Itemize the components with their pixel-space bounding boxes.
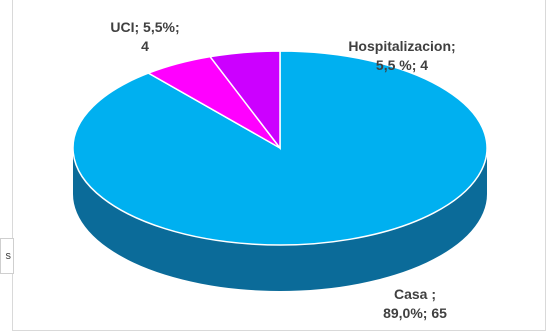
data-label-uci-line-2: 4 bbox=[141, 38, 149, 54]
data-label-casa-line-2: 89,0%; 65 bbox=[383, 305, 447, 321]
data-label-hospitalizacion-line-1: Hospitalizacion; bbox=[348, 38, 456, 54]
stub-text: s bbox=[5, 250, 12, 262]
pie-tops bbox=[72, 50, 488, 246]
data-label-hospitalizacion: Hospitalizacion; 5,5 %; 4 bbox=[322, 37, 482, 75]
adjacent-cell-stub: s bbox=[0, 238, 14, 274]
data-label-casa: Casa ; 89,0%; 65 bbox=[360, 285, 470, 323]
data-label-hospitalizacion-line-2: 5,5 %; 4 bbox=[375, 57, 429, 73]
pie-sides bbox=[73, 148, 487, 291]
data-label-casa-line-1: Casa ; bbox=[393, 286, 437, 302]
pie-side-casa bbox=[73, 148, 487, 291]
pie-slice-uci bbox=[208, 50, 281, 151]
data-label-uci: UCI; 5,5%; 4 bbox=[95, 18, 195, 56]
data-label-uci-line-1: UCI; 5,5%; bbox=[110, 19, 180, 35]
